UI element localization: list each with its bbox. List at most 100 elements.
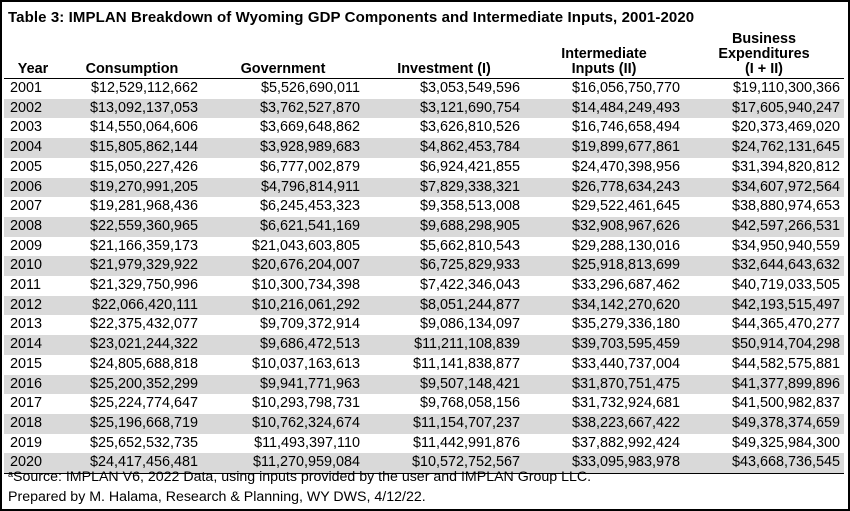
cell-government: $10,300,734,398 — [251, 277, 360, 294]
cell-intermediate: $37,882,992,424 — [571, 434, 680, 451]
table-row: 2011 $21,329,750,996 $10,300,734,398 $7,422… — [4, 276, 844, 296]
source-note: aSource: IMPLAN V6, 2022 Data, using inp… — [8, 464, 591, 487]
table-row: 2007 $19,281,968,436 $6,245,453,323 $9,358,… — [4, 197, 844, 217]
cell-investment: $11,154,707,237 — [413, 414, 520, 431]
cell-intermediate: $24,470,398,956 — [571, 158, 680, 175]
prepared-by-note: Prepared by M. Halama, Research & Planni… — [8, 489, 426, 505]
cell-consumption: $22,375,432,077 — [89, 316, 198, 333]
cell-intermediate: $32,908,967,626 — [571, 217, 680, 234]
cell-intermediate: $16,056,750,770 — [571, 80, 680, 96]
header-business-line2: (I + II) — [745, 61, 783, 77]
cell-government: $3,669,648,862 — [259, 119, 360, 136]
cell-government: $6,245,453,323 — [259, 198, 360, 215]
cell-intermediate: $34,142,270,620 — [571, 296, 680, 313]
cell-investment: $3,626,810,526 — [419, 119, 520, 136]
cell-consumption: $15,805,862,144 — [89, 139, 198, 156]
cell-government: $3,762,527,870 — [259, 99, 360, 116]
cell-year: 2009 — [10, 237, 43, 254]
cell-year: 2006 — [10, 178, 43, 195]
cell-consumption: $24,417,456,481 — [62, 453, 202, 475]
cell-consumption: $21,979,329,922 — [89, 257, 198, 274]
cell-investment: $7,829,338,321 — [419, 178, 520, 195]
cell-business: $20,373,469,020 — [731, 119, 840, 136]
cell-government: $21,043,603,805 — [251, 237, 360, 254]
cell-intermediate: $31,870,751,475 — [571, 375, 680, 392]
source-text: Source: IMPLAN V6, 2022 Data, using inpu… — [13, 469, 592, 485]
cell-business: $42,597,266,531 — [731, 217, 840, 234]
cell-year: 2014 — [10, 336, 43, 353]
cell-business: $41,500,982,837 — [731, 395, 840, 412]
cell-intermediate: $25,918,813,699 — [571, 257, 680, 274]
cell-year: 2020 — [4, 453, 62, 475]
cell-consumption: $15,050,227,426 — [89, 158, 198, 175]
cell-consumption: $19,281,968,436 — [89, 198, 198, 215]
cell-business: $34,950,940,559 — [731, 237, 840, 254]
cell-year: 2012 — [10, 296, 43, 313]
table-row: 2006 $19,270,991,205 $4,796,814,911 $7,829,… — [4, 177, 844, 198]
cell-investment: $6,924,421,855 — [419, 158, 520, 175]
cell-year: 2013 — [10, 316, 43, 333]
table-row: 2002 $13,092,137,053 $3,762,527,870 $3,121,… — [4, 98, 844, 119]
cell-year: 2016 — [10, 375, 43, 392]
header-investment: Investment (I) — [364, 32, 524, 79]
table-title: Table 3: IMPLAN Breakdown of Wyoming GDP… — [8, 9, 695, 26]
cell-government: $20,676,204,007 — [251, 257, 360, 274]
cell-investment: $8,051,244,877 — [419, 296, 520, 313]
cell-government: $6,777,002,879 — [259, 158, 360, 175]
table-row: 2009 $21,166,359,173 $21,043,603,805 $5,662… — [4, 237, 844, 257]
cell-business: $40,719,033,505 — [731, 277, 840, 294]
cell-government: $9,686,472,513 — [259, 336, 360, 353]
cell-intermediate: $14,484,249,493 — [571, 99, 680, 116]
cell-investment: $9,768,058,156 — [419, 395, 520, 412]
cell-government: $5,526,690,011 — [261, 80, 360, 96]
cell-investment: $4,862,453,784 — [419, 139, 520, 156]
table-notes: aSource: IMPLAN V6, 2022 Data, using inp… — [8, 464, 591, 507]
table-row: 2012 $22,066,420,111 $10,216,061,292 $8,051… — [4, 295, 844, 316]
table-body: 2001 $12,529,112,662 $5,526,690,011 $3,053,… — [4, 79, 844, 475]
cell-year: 2019 — [10, 434, 43, 451]
cell-investment: $11,442,991,876 — [413, 434, 520, 451]
cell-government: $10,762,324,674 — [251, 414, 360, 431]
cell-government: $11,270,959,084 — [202, 453, 364, 475]
table-row: 2005 $15,050,227,426 $6,777,002,879 $6,924,… — [4, 158, 844, 178]
table-row: 2020 $24,417,456,481 $11,270,959,084 $10,57… — [4, 453, 844, 475]
table-row: 2015 $24,805,688,818 $10,037,163,613 $11,14… — [4, 355, 844, 375]
header-business-line1: Business Expenditures — [718, 31, 810, 62]
cell-investment: $11,211,108,839 — [414, 336, 520, 353]
table-row: 2016 $25,200,352,299 $9,941,771,963 $9,507,… — [4, 374, 844, 395]
cell-investment: $6,725,829,933 — [419, 257, 520, 274]
cell-business: $49,378,374,659 — [731, 414, 840, 431]
cell-government: $9,709,372,914 — [259, 316, 360, 333]
cell-intermediate: $33,440,737,004 — [571, 355, 680, 372]
table-row: 2013 $22,375,432,077 $9,709,372,914 $9,086,… — [4, 315, 844, 335]
cell-consumption: $25,652,532,735 — [89, 434, 198, 451]
cell-government: $4,796,814,911 — [261, 178, 360, 195]
cell-business: $44,582,575,881 — [731, 355, 840, 372]
table-row: 2003 $14,550,064,606 $3,669,648,862 $3,626,… — [4, 118, 844, 138]
source-footnote-marker: a — [8, 469, 14, 479]
cell-investment: $10,572,752,567 — [364, 453, 524, 475]
cell-consumption: $21,166,359,173 — [89, 237, 198, 254]
header-business-expenditures: Business Expenditures (I + II) — [684, 32, 844, 79]
cell-government: $6,621,541,169 — [259, 217, 360, 234]
cell-year: 2001 — [10, 80, 43, 96]
table-row: 2010 $21,979,329,922 $20,676,204,007 $6,725… — [4, 256, 844, 277]
cell-government: $10,216,061,292 — [251, 296, 360, 313]
cell-business: $31,394,820,812 — [731, 158, 840, 175]
cell-intermediate: $19,899,677,861 — [571, 139, 680, 156]
cell-government: $9,941,771,963 — [259, 375, 360, 392]
table-row: 2017 $25,224,774,647 $10,293,798,731 $9,768… — [4, 394, 844, 414]
cell-investment: $9,086,134,097 — [419, 316, 520, 333]
cell-consumption: $14,550,064,606 — [89, 119, 198, 136]
cell-business: $42,193,515,497 — [731, 296, 840, 313]
cell-business: $43,668,736,545 — [684, 453, 844, 475]
table-header: Year Consumption Government Investment (… — [4, 32, 844, 79]
cell-intermediate: $31,732,924,681 — [571, 395, 680, 412]
cell-intermediate: $39,703,595,459 — [571, 336, 680, 353]
cell-government: $11,493,397,110 — [254, 434, 360, 451]
cell-consumption: $23,021,244,322 — [89, 336, 198, 353]
cell-year: 2018 — [10, 414, 43, 431]
cell-consumption: $22,559,360,965 — [89, 217, 198, 234]
cell-intermediate: $26,778,634,243 — [571, 178, 680, 195]
